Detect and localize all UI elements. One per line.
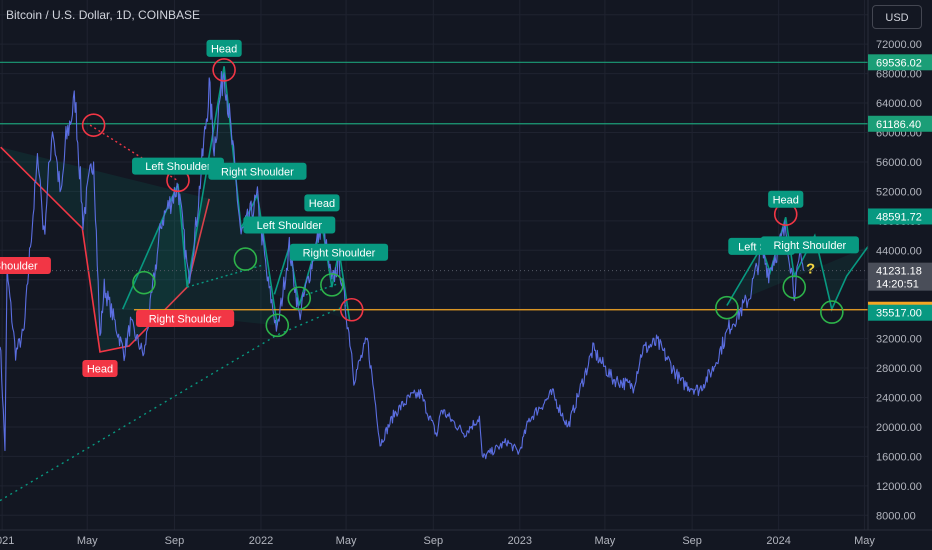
pattern-outline	[121, 66, 279, 326]
currency-button[interactable]: USD	[872, 5, 922, 29]
price-axis-tag	[868, 262, 932, 291]
price-tick-label: 8000.00	[876, 510, 916, 522]
annotation-label-box	[768, 190, 804, 208]
pattern-circle-marker	[715, 295, 739, 320]
pattern-circle-marker	[287, 286, 312, 310]
pattern-circle-marker	[212, 58, 236, 82]
annotation-label-text: Right Shoulder	[773, 240, 846, 252]
price-tick-label: 72000.00	[876, 39, 922, 51]
pattern-fill	[726, 217, 868, 310]
time-tick-label: May	[336, 535, 357, 547]
pattern-circle-marker	[820, 300, 844, 324]
price-axis-tag-text: 35517.00	[876, 308, 922, 320]
circle-markers-layer	[81, 58, 844, 338]
price-series-line	[0, 70, 805, 460]
support-trendline	[0, 304, 347, 502]
pattern-circle-marker	[81, 113, 106, 137]
pattern-fill	[122, 66, 278, 326]
annotation-label-text: Right Shoulder	[149, 314, 222, 326]
time-tick-label: May	[77, 535, 98, 547]
price-axis-tag-text: 69536.02	[876, 57, 922, 69]
time-tick-label: Sep	[682, 535, 702, 547]
pattern-circle-marker	[132, 270, 156, 295]
annotation-label-box	[82, 360, 118, 378]
pattern-circle-marker	[265, 313, 290, 338]
time-tick-label: 2024	[766, 535, 790, 547]
annotation-label-text: Right Shoulder	[221, 166, 294, 178]
annotation-label-text: Head	[773, 194, 799, 206]
annotation-label-text: Head	[87, 364, 113, 376]
annotation-layer: Head Left Shoulder Right Shoulder Left Shou…	[0, 39, 859, 378]
annotation-label-text: Left Shoulder	[145, 161, 211, 173]
price-tick-label: 28000.00	[876, 363, 922, 375]
annotation-label-box	[206, 39, 242, 57]
trendline-layer	[0, 304, 347, 502]
pattern-circle-marker	[233, 247, 258, 271]
annotation-label-box	[0, 257, 51, 274]
price-tick-label: 68000.00	[876, 69, 922, 81]
price-tick-label: 24000.00	[876, 393, 922, 405]
price-axis-tag-text: 48591.72	[876, 211, 922, 223]
price-axis-labels: 69536.0261186.4035921.4148591.7241231.18…	[868, 54, 932, 321]
annotation-label-box	[135, 310, 235, 327]
annotation-label-text: Left Shoulder	[0, 261, 38, 273]
annotation-label-text: Head	[309, 198, 335, 210]
price-tick-label: 12000.00	[876, 481, 922, 493]
annotation-label-box	[132, 157, 224, 175]
pattern-circle-marker	[320, 273, 344, 297]
time-tick-label: May	[854, 535, 875, 547]
price-tick-label: 20000.00	[876, 422, 922, 434]
time-tick-label: May	[595, 535, 616, 547]
annotation-label-box	[760, 236, 859, 254]
price-tick-label: 32000.00	[876, 334, 922, 346]
price-axis-tag-text: 41231.18	[876, 266, 922, 278]
time-tick-label: 2023	[508, 535, 532, 547]
price-tick-label: 64000.00	[876, 98, 922, 110]
annotation-label-box	[289, 243, 389, 261]
price-tick-label: 16000.00	[876, 451, 922, 463]
price-series-layer	[0, 70, 805, 460]
price-tick-label: 56000.00	[876, 157, 922, 169]
price-tick-label: 44000.00	[876, 245, 922, 257]
price-axis-tag-subtext: 14:20:51	[876, 279, 919, 291]
annotation-label-text: Head	[211, 43, 237, 55]
time-tick-label: Sep	[165, 535, 185, 547]
horizontal-lines-layer	[0, 61, 868, 311]
pattern-circle-marker	[782, 275, 807, 299]
annotation-label-text: Right Shoulder	[303, 247, 376, 259]
price-axis-tag-text: 61186.40	[876, 119, 921, 131]
time-axis[interactable]: 2021 May Sep 2022 May Sep 2023 May Sep 2024 May	[0, 535, 875, 547]
time-tick-label: 2021	[0, 535, 14, 547]
chart-title: Bitcoin / U.S. Dollar, 1D, COINBASE	[6, 8, 201, 22]
annotation-label-box	[208, 162, 307, 180]
annotation-label-box	[243, 216, 336, 234]
annotation-question-mark: ?	[806, 261, 815, 278]
annotation-label-box	[304, 194, 340, 212]
price-axis-tag	[868, 54, 932, 71]
price-axis-tag	[868, 208, 932, 225]
annotation-label-text: Left Shoulder	[257, 220, 323, 232]
pattern-circle-marker	[339, 297, 364, 322]
price-axis-tag	[868, 304, 932, 321]
time-tick-label: 2022	[249, 535, 273, 547]
price-tick-label: 52000.00	[876, 186, 922, 198]
price-axis-tag	[868, 115, 932, 132]
time-tick-label: Sep	[424, 535, 444, 547]
